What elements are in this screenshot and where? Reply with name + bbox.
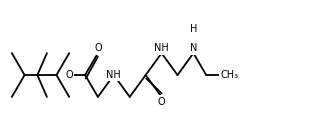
Text: O: O: [158, 97, 165, 107]
Text: NH: NH: [154, 43, 169, 53]
Text: H: H: [190, 24, 197, 34]
Text: O: O: [94, 43, 102, 53]
Text: O: O: [65, 70, 73, 80]
Text: N: N: [190, 43, 197, 53]
Text: NH: NH: [107, 70, 121, 80]
Text: CH₃: CH₃: [220, 70, 239, 80]
